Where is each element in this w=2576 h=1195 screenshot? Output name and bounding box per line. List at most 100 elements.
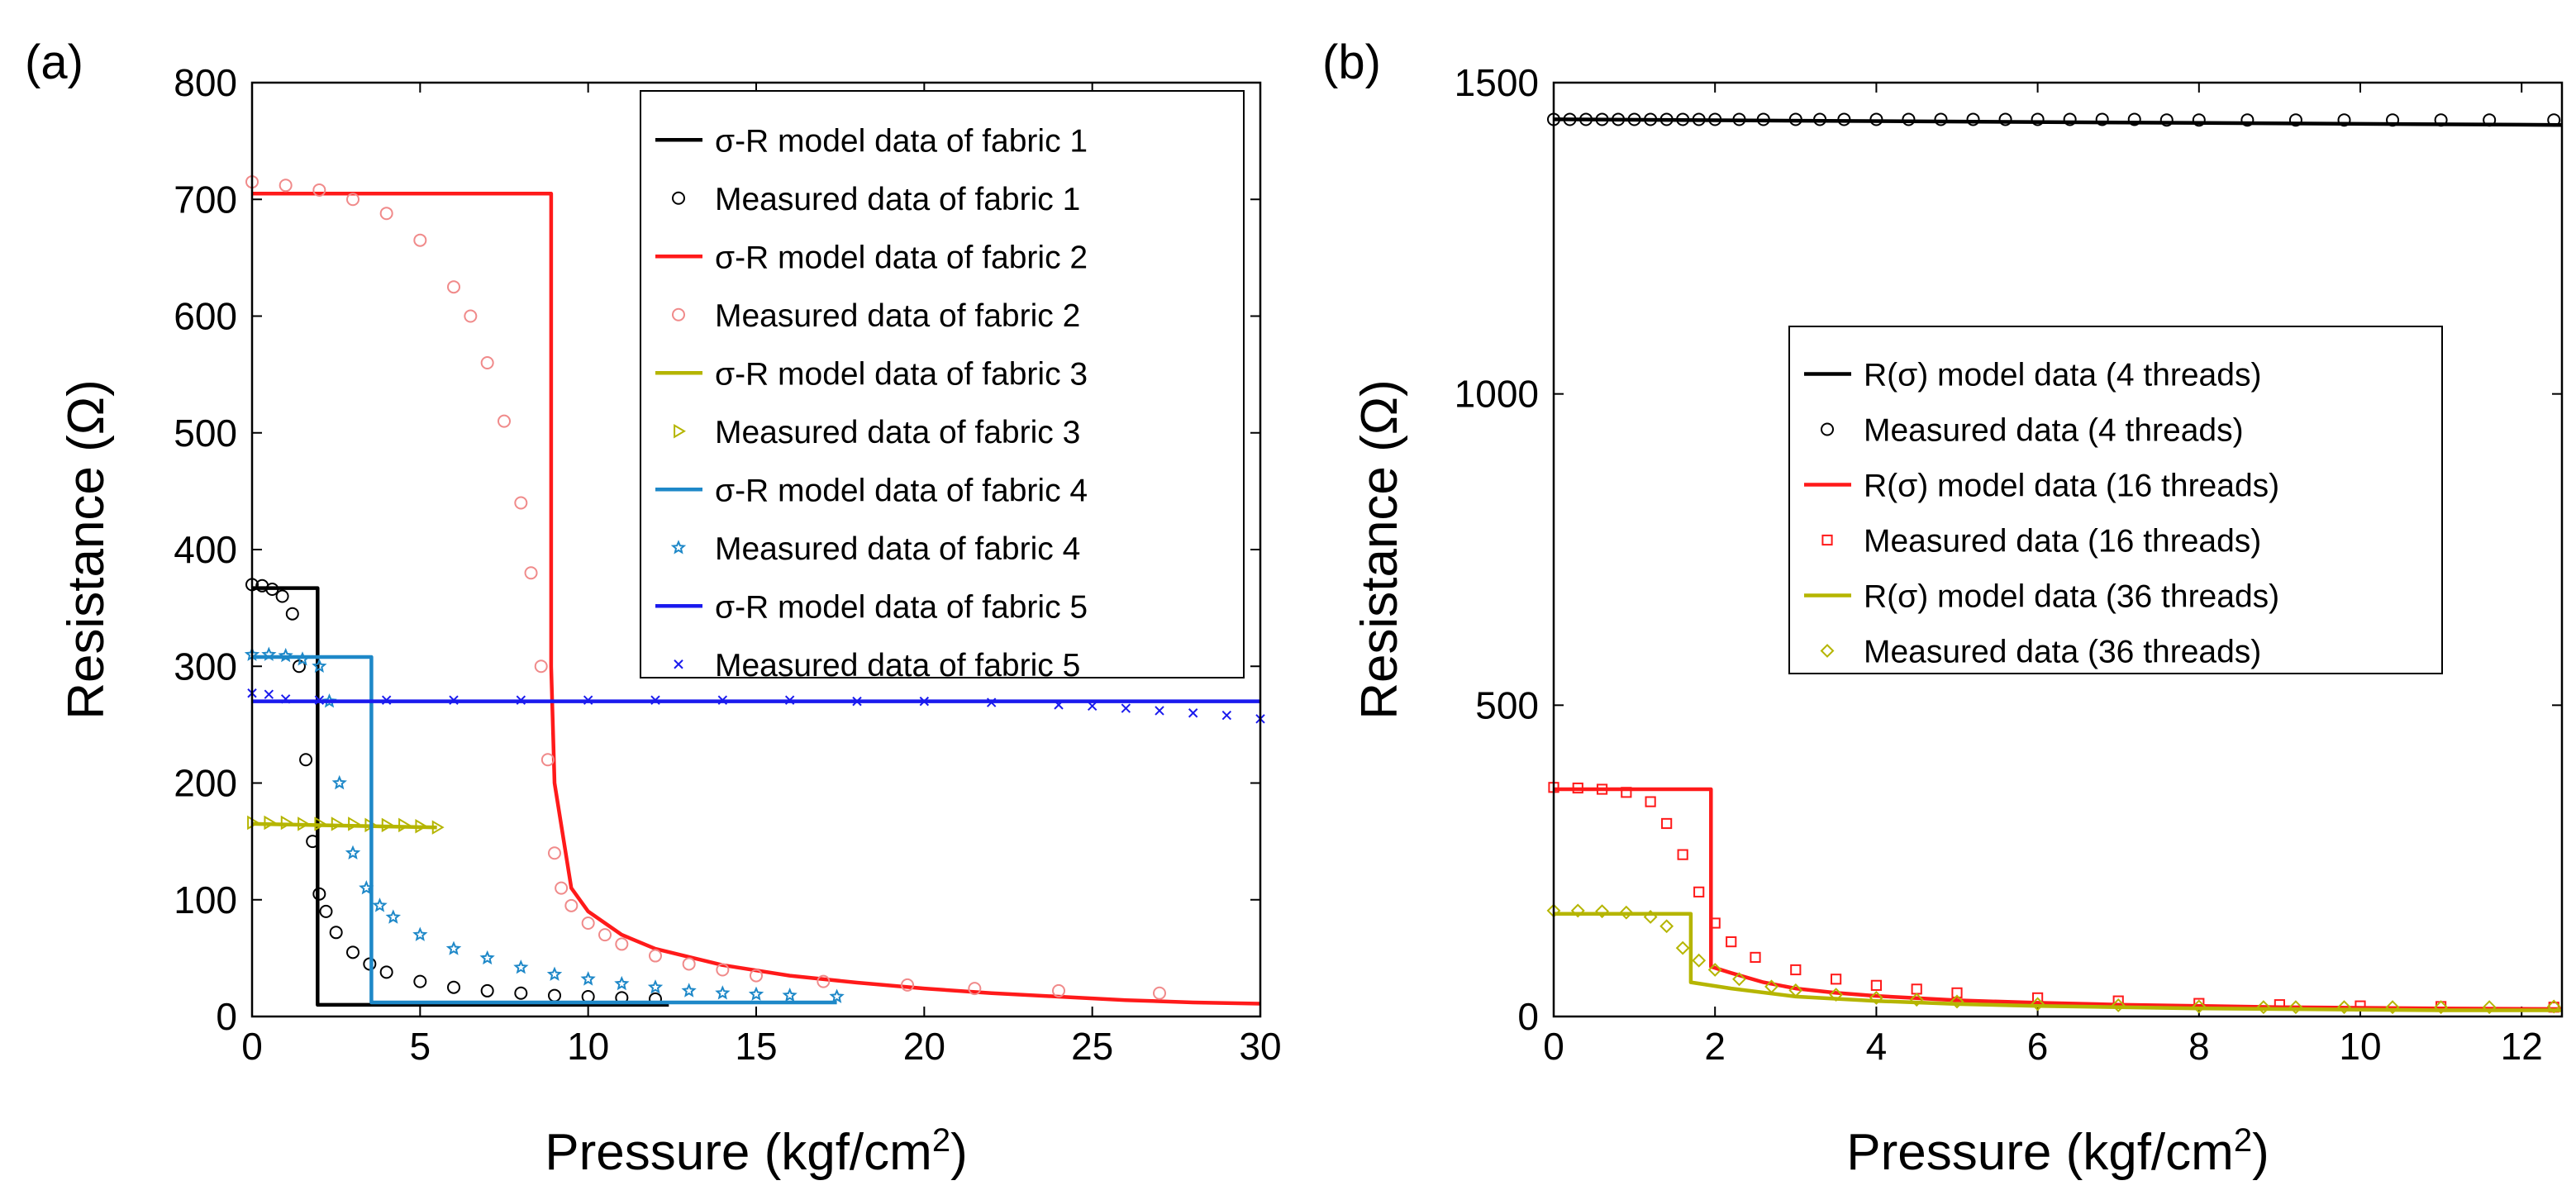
panel-b-series-6-point — [1950, 994, 1964, 1009]
panel-b-series-4-point — [1750, 951, 1761, 964]
panel-a-ytick-label: 100 — [174, 878, 237, 921]
panel-a-series-4-point — [498, 414, 511, 428]
panel-a-series-8-point — [312, 658, 327, 673]
panel-b-series-2-point — [1676, 112, 1690, 126]
panel-b-series-4-point — [1790, 964, 1802, 976]
panel-a-label: (a) — [25, 36, 83, 89]
panel-a-legend-item: Measured data of fabric 3 — [674, 415, 1080, 450]
panel-a-legend-item: σ-R model data of fabric 3 — [655, 356, 1088, 392]
panel-b-series-2-point — [1732, 112, 1746, 126]
panel-a-series-2-point — [329, 926, 343, 940]
panel-b-series-2-point — [1788, 112, 1802, 126]
panel-a-series-8-point — [261, 646, 277, 661]
panel-b-series-2-point — [2288, 113, 2302, 127]
panel-a-series-2-point — [548, 988, 561, 1002]
panel-b-series-4-point — [1645, 796, 1656, 807]
panel-a-series-10-point — [1054, 700, 1064, 710]
panel-b-series-2-point — [1966, 112, 1980, 126]
panel-a-series-7-line — [252, 655, 837, 1005]
panel-a-series-6-point — [331, 817, 344, 831]
panel-a-series-6-point — [415, 819, 428, 834]
panel-b-series-4-point — [1951, 987, 1963, 998]
panel-b-series-6 — [1546, 903, 2561, 1015]
panel-b-legend-item: Measured data (16 threads) — [1821, 524, 2261, 559]
panel-b-legend-item: R(σ) model data (36 threads) — [1804, 579, 2279, 615]
panel-a-xlabel-end: ) — [950, 1124, 968, 1181]
panel-b-series-6-point — [2337, 1000, 2351, 1015]
panel-a-legend-item: σ-R model data of fabric 1 — [655, 123, 1088, 159]
panel-b-series-2-point — [2483, 113, 2497, 127]
panel-b-legend-label: Measured data (36 threads) — [1864, 635, 2261, 670]
panel-b-series-2-point — [1692, 112, 1706, 126]
panel-b-series-6-point — [1764, 979, 1778, 994]
panel-b-series-4-point — [1831, 974, 1842, 985]
panel-b-xlabel-sup: 2 — [2234, 1122, 2252, 1159]
panel-a-series-2-point — [413, 974, 427, 988]
panel-a-series-8-point — [372, 897, 388, 912]
panel-a-series-8-point — [580, 971, 596, 986]
panel-b-series-2-point — [2192, 113, 2206, 127]
panel-b-series-2-point — [1595, 112, 1609, 126]
panel-b-series-6-point — [1619, 905, 1634, 920]
panel-a-series-4-point — [1153, 986, 1166, 1000]
panel-b-plot: 0 2 4 6 8 10 12 0 500 1000 1500 — [1455, 61, 2563, 1068]
panel-a-series-8-point — [715, 985, 731, 1000]
panel-a-series-4-point — [615, 937, 629, 951]
panel-b-series-2-point — [1612, 112, 1626, 126]
panel-a-legend-label: Measured data of fabric 5 — [715, 648, 1080, 683]
panel-a-series-8-point — [647, 979, 664, 994]
panel-b-series-1-line — [1553, 117, 2563, 127]
panel-b-series-6-point — [1659, 919, 1674, 934]
panel-b-legend-label: Measured data (4 threads) — [1864, 413, 2244, 449]
panel-a-series-4-point — [346, 193, 359, 207]
panel-a-legend-box — [640, 90, 1245, 678]
panel-a-series-4-point — [464, 309, 478, 323]
panel-a-series-8-point — [614, 975, 630, 991]
panel-a-series-4-point — [524, 566, 538, 580]
panel-b-xtick-label: 10 — [2339, 1025, 2381, 1068]
panel-b-series-4-point — [1621, 787, 1632, 798]
panel-b-series-6-point — [1788, 983, 1803, 997]
panel-a-xtick-label: 30 — [1239, 1025, 1281, 1068]
panel-b-series-6-point — [1829, 988, 1844, 1002]
panel-b-series-2-point — [2434, 113, 2448, 127]
panel-b-series-2-point — [1579, 112, 1593, 126]
panel-a-ytick-label: 500 — [174, 412, 237, 455]
panel-a-legend-label: Measured data of fabric 4 — [715, 531, 1080, 567]
panel-a-ytick-label: 300 — [174, 645, 237, 688]
panel-b-legend-box — [1788, 326, 2443, 674]
panel-a-series-4 — [245, 175, 1166, 1000]
panel-a-series-8-point — [331, 774, 347, 790]
panel-a-xtick-label: 0 — [241, 1025, 263, 1068]
panel-a-series-1 — [252, 586, 669, 1007]
panel-b-series-6-point — [2546, 999, 2561, 1014]
panel-a-series-8-point — [479, 950, 495, 965]
panel-a-series-3-line — [252, 191, 1261, 1006]
panel-b-axes-frame — [1552, 81, 2564, 1018]
panel-b-series-6-point — [1732, 972, 1746, 987]
panel-a-series-10-point — [1087, 701, 1098, 711]
panel-a-ytick-label: 800 — [174, 61, 237, 104]
panel-b-legend-label: R(σ) model data (4 threads) — [1864, 358, 2261, 393]
panel-a-series-1-line — [252, 586, 669, 1007]
panel-a-legend-marker-swatch — [674, 424, 686, 439]
panel-b-series-2-point — [1902, 112, 1916, 126]
panel-a-series-8-point — [546, 966, 563, 981]
panel-a-series-10-point — [1221, 710, 1232, 721]
panel-b-ytick-label: 1000 — [1455, 373, 1539, 416]
panel-b-series-2-point — [2095, 112, 2109, 126]
panel-a-series-8-point — [359, 879, 374, 895]
panel-b-series-6-point — [1869, 990, 1883, 1005]
panel-a-series-2-point — [319, 904, 333, 918]
panel-a-legend-label: Measured data of fabric 1 — [715, 182, 1080, 217]
panel-b-series-6-point — [2385, 1000, 2400, 1015]
panel-b-legend-label: R(σ) model data (16 threads) — [1864, 469, 2279, 504]
panel-b-series-6-point — [1675, 940, 1690, 955]
panel-a-series-2-point — [379, 965, 393, 979]
panel-b-series-3 — [1554, 787, 2563, 1012]
panel-b: (b) 0 2 4 6 8 10 12 0 500 1000 1500 Resistance (Ω)… — [1322, 36, 2564, 1181]
panel-b-series-2 — [1547, 112, 2561, 127]
panel-b-series-2-point — [1756, 112, 1770, 126]
panel-b-series-2-point — [1837, 112, 1851, 126]
panel-b-ylabel: Resistance (Ω) — [1351, 379, 1408, 720]
